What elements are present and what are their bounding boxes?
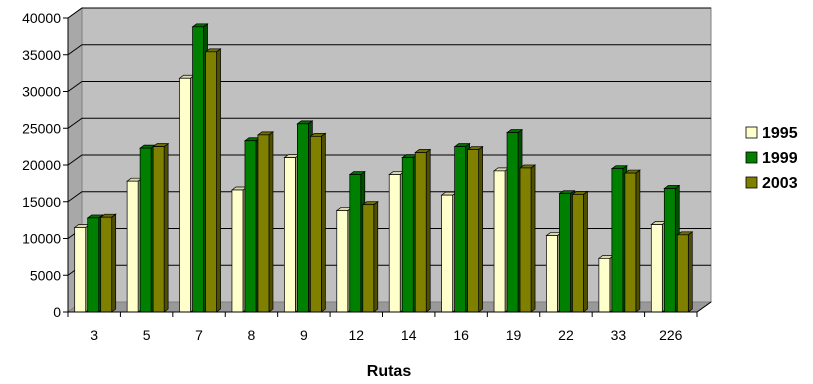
x-axis-ticks: 3 5 7 8 9 12 14 16 19 22 33 226 bbox=[67, 312, 698, 343]
x-tick-label: 5 bbox=[143, 327, 151, 343]
x-tick-label: 8 bbox=[248, 327, 256, 343]
bar-2003-8 bbox=[256, 131, 275, 313]
bar-2003-19 bbox=[518, 164, 537, 313]
bar-2003-5 bbox=[152, 142, 170, 313]
x-axis-title: Rutas bbox=[367, 363, 412, 380]
bar-2003-7 bbox=[204, 48, 222, 313]
x-tick-label: 19 bbox=[506, 327, 522, 343]
gridline bbox=[67, 81, 711, 92]
legend-item-1995: 1995 bbox=[745, 125, 798, 142]
x-tick-label: 12 bbox=[349, 327, 365, 343]
bar-2003-16 bbox=[466, 145, 484, 313]
x-tick-label: 22 bbox=[558, 327, 574, 343]
legend-swatch bbox=[745, 176, 758, 189]
y-tick-label: 30000 bbox=[22, 84, 61, 100]
bar-2003-9 bbox=[309, 132, 327, 313]
bar-2003-14 bbox=[414, 148, 432, 313]
y-tick-label: 10000 bbox=[22, 231, 61, 247]
chart-bars bbox=[73, 23, 694, 313]
legend-label: 1999 bbox=[762, 150, 798, 167]
legend-item-1999: 1999 bbox=[745, 150, 798, 167]
y-tick-label: 25000 bbox=[22, 120, 61, 136]
x-tick-label: 9 bbox=[300, 327, 308, 343]
y-tick-label: 35000 bbox=[22, 47, 61, 63]
gridline bbox=[67, 117, 711, 129]
bar-2003-22 bbox=[571, 190, 589, 313]
y-tick-label: 0 bbox=[53, 304, 61, 320]
bar-2003-226 bbox=[676, 231, 694, 313]
x-tick-label: 33 bbox=[611, 327, 627, 343]
legend-item-2003: 2003 bbox=[745, 175, 798, 192]
y-tick-label: 20000 bbox=[22, 157, 61, 173]
bar-2003-33 bbox=[623, 169, 641, 313]
x-tick-label: 14 bbox=[401, 327, 417, 343]
gridline bbox=[67, 7, 711, 19]
y-tick-label: 40000 bbox=[22, 10, 61, 26]
x-tick-label: 7 bbox=[195, 327, 203, 343]
x-tick-label: 3 bbox=[90, 327, 98, 343]
bar-2003-3 bbox=[99, 213, 117, 313]
y-axis-ticks: 0 5000 10000 15000 20000 25000 30000 35000 40000 bbox=[22, 10, 68, 320]
legend-swatch bbox=[745, 126, 758, 139]
x-tick-label: 226 bbox=[659, 327, 683, 343]
legend-label: 2003 bbox=[762, 175, 798, 192]
x-tick-label: 16 bbox=[453, 327, 469, 343]
bar-2003-12 bbox=[361, 200, 379, 313]
gridline bbox=[67, 154, 711, 166]
legend: 1995 1999 2003 bbox=[745, 125, 798, 192]
y-tick-label: 5000 bbox=[30, 267, 61, 283]
gridline bbox=[67, 44, 711, 56]
legend-label: 1995 bbox=[762, 125, 798, 142]
legend-swatch bbox=[745, 151, 758, 164]
y-tick-label: 15000 bbox=[22, 194, 61, 210]
